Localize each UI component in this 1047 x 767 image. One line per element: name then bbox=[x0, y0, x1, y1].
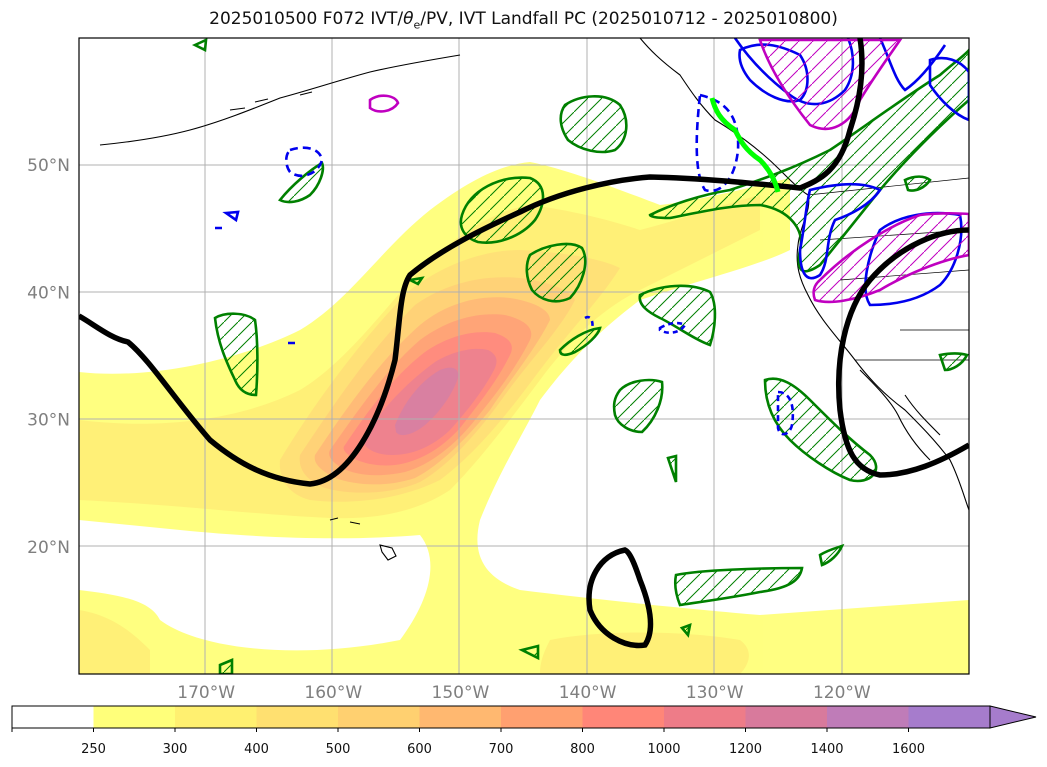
green-contour-12 bbox=[818, 543, 845, 567]
colorbar-segment bbox=[664, 706, 746, 728]
lat-tick-label: 50°N bbox=[27, 156, 70, 176]
lon-tick-label: 140°W bbox=[559, 683, 617, 703]
black-contour-main bbox=[79, 38, 865, 487]
green-contour-4 bbox=[638, 284, 717, 347]
blue-dashed-5 bbox=[584, 315, 594, 331]
lat-labels: 20°N 30°N 40°N 50°N bbox=[27, 156, 70, 558]
map-frame bbox=[78, 37, 970, 675]
colorbar-tick-label: 250 bbox=[81, 742, 106, 757]
colorbar-segment bbox=[256, 706, 339, 728]
green-contour-6 bbox=[673, 566, 804, 607]
lat-tick-label: 30°N bbox=[27, 411, 70, 431]
ivt-contour-1200 bbox=[395, 367, 459, 436]
green-contour-13 bbox=[938, 352, 969, 372]
lat-tick-label: 20°N bbox=[27, 538, 70, 558]
colorbar-segment bbox=[908, 706, 991, 728]
green-contour-9 bbox=[648, 47, 969, 273]
colorbar-tick-label: 700 bbox=[489, 742, 514, 757]
magenta-contour-1 bbox=[758, 38, 903, 131]
lon-tick-label: 170°W bbox=[177, 683, 235, 703]
green-contour-7 bbox=[213, 312, 259, 397]
blue-dashed-4 bbox=[658, 321, 687, 335]
colorbar-tick-label: 1000 bbox=[647, 742, 680, 757]
alaska-coast bbox=[99, 54, 461, 146]
magenta-contour-3 bbox=[368, 94, 400, 113]
lon-tick-label: 150°W bbox=[432, 683, 490, 703]
green-contour-15 bbox=[666, 454, 678, 483]
lat-tick-label: 40°N bbox=[27, 283, 70, 303]
blue-dashed-3 bbox=[776, 390, 795, 436]
green-contour-10 bbox=[558, 326, 602, 357]
colorbar-segment bbox=[175, 706, 257, 728]
colorbar-segment bbox=[419, 706, 502, 728]
green-contour-16 bbox=[191, 38, 540, 674]
colorbar-segment bbox=[501, 706, 583, 728]
lon-tick-label: 160°W bbox=[304, 683, 362, 703]
green-contour-17 bbox=[405, 276, 692, 638]
colorbar: 250 300 400 500 600 700 800 1000 1200 1400 1600 bbox=[11, 705, 1037, 757]
colorbar-tick-label: 1200 bbox=[729, 742, 762, 757]
colorbar-tick-label: 800 bbox=[570, 742, 595, 757]
black-contour-east bbox=[836, 227, 969, 478]
green-contour-5 bbox=[612, 378, 664, 434]
title-theta: θ bbox=[403, 9, 414, 29]
title-suffix: /PV, IVT Landfall PC (2025010712 - 20250… bbox=[420, 9, 838, 29]
ivt-filled-contours bbox=[79, 162, 969, 674]
title-sub: e bbox=[413, 18, 421, 32]
colorbar-tick-label: 400 bbox=[244, 742, 269, 757]
colorbar-segment bbox=[93, 706, 176, 728]
lon-tick-label: 130°W bbox=[686, 683, 744, 703]
colorbar-tick-label: 500 bbox=[326, 742, 351, 757]
colorbar-segment bbox=[745, 706, 828, 728]
blue-dashed-1 bbox=[284, 146, 324, 177]
ivt-contour-250 bbox=[79, 162, 969, 674]
black-contour-loop bbox=[586, 547, 654, 649]
black-contours bbox=[79, 38, 969, 649]
map-title: 2025010500 F072 IVT/θe/PV, IVT Landfall … bbox=[0, 9, 1047, 31]
lon-tick-label: 120°W bbox=[813, 683, 871, 703]
baja-coast bbox=[859, 369, 941, 461]
hawaii-islands bbox=[329, 517, 397, 561]
green-contour-2 bbox=[525, 242, 587, 303]
title-prefix: 2025010500 F072 IVT/ bbox=[209, 9, 404, 29]
colorbar-segment bbox=[827, 706, 909, 728]
colorbar-segment bbox=[338, 706, 420, 728]
colorbar-segment bbox=[582, 706, 665, 728]
north-america-coast bbox=[639, 38, 969, 511]
lon-labels: 170°W 160°W 150°W 140°W 130°W 120°W bbox=[177, 683, 871, 703]
green-contour-3 bbox=[559, 95, 628, 154]
colorbar-tick-label: 1400 bbox=[810, 742, 843, 757]
landfall-segment bbox=[709, 97, 781, 193]
colorbar-tick-label: 600 bbox=[407, 742, 432, 757]
colorbar-tick-label: 300 bbox=[163, 742, 188, 757]
blue-contour-6 bbox=[928, 56, 969, 122]
colorbar-segment bbox=[12, 706, 94, 728]
aleutian-chain bbox=[229, 91, 313, 111]
blue-contour-3 bbox=[798, 182, 882, 280]
green-contour-14 bbox=[903, 175, 932, 192]
colorbar-extend-arrow bbox=[989, 705, 1037, 729]
blue-small-1 bbox=[215, 210, 295, 345]
colorbar-tick-label: 1600 bbox=[892, 742, 925, 757]
map-content bbox=[79, 38, 969, 674]
